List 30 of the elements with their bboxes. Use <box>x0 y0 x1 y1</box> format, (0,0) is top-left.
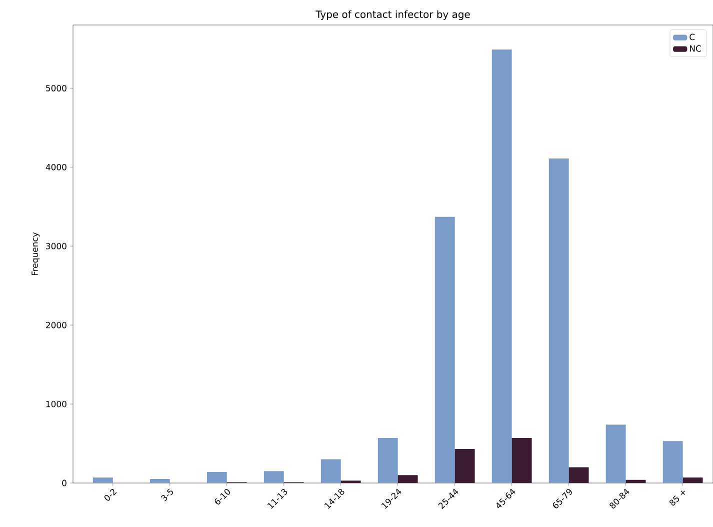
bar <box>150 479 170 483</box>
bar <box>206 472 227 483</box>
bar <box>92 477 113 483</box>
bar <box>662 441 683 483</box>
legend-label: C <box>690 34 695 40</box>
y-tick-label: 3000 <box>46 242 66 250</box>
legend-label: NC <box>690 45 701 52</box>
bar <box>454 449 475 483</box>
bar <box>626 480 646 483</box>
y-tick-label: 5000 <box>46 84 66 92</box>
chart-title: Type of contact infector by age <box>316 10 470 20</box>
bar <box>264 471 284 483</box>
y-tick-label: 4000 <box>46 164 66 170</box>
bar <box>320 459 341 483</box>
bar <box>606 424 626 483</box>
bar <box>512 438 532 483</box>
y-axis-title: Frequency <box>32 232 40 276</box>
bar <box>434 216 455 483</box>
y-tick-label: 0 <box>62 480 66 486</box>
x-tick-label: 85 + <box>669 490 685 506</box>
y-tick-label: 2000 <box>46 322 66 328</box>
y-tick-label: 1000 <box>46 400 66 408</box>
bar <box>492 49 512 483</box>
bar <box>378 438 398 483</box>
x-tick-label: 3-5 <box>160 488 174 502</box>
bar <box>398 475 418 483</box>
bar <box>548 158 569 483</box>
bar <box>682 477 703 483</box>
x-tick-label: 0-2 <box>104 489 117 501</box>
bar <box>568 467 589 483</box>
